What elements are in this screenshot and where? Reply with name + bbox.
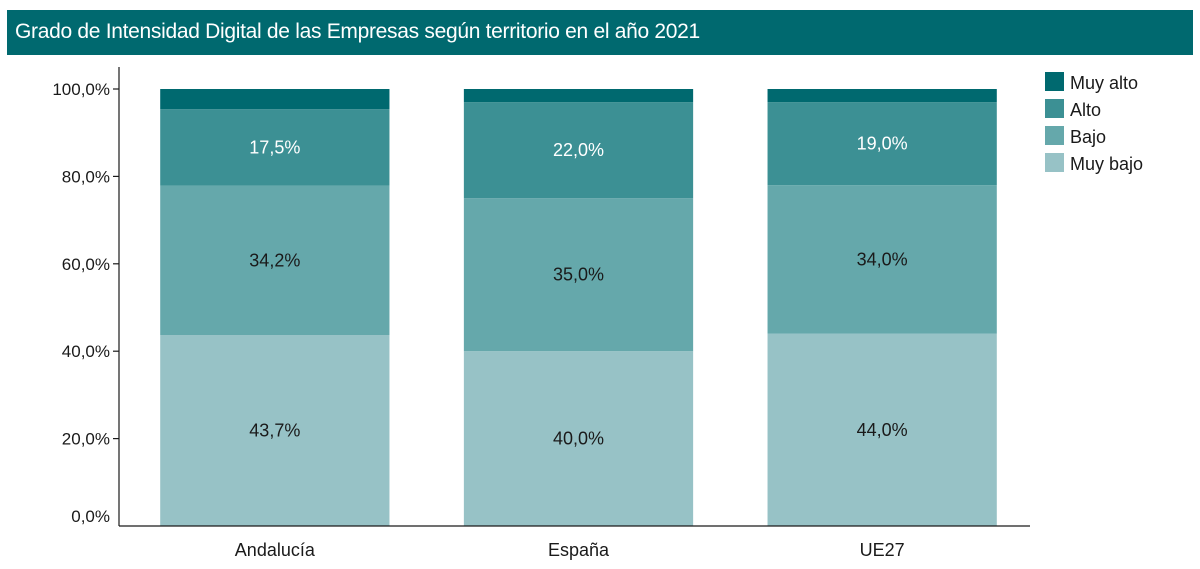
data-label: 34,0% [857,249,908,269]
legend: Muy alto Alto Bajo Muy bajo [1045,72,1143,174]
legend-label: Muy alto [1070,73,1138,93]
y-tick-label: 0,0% [71,507,110,526]
x-tick-label: España [548,540,610,560]
bar-segment-alto [767,102,997,186]
legend-label: Bajo [1070,127,1106,147]
data-label: 44,0% [857,420,908,440]
y-tick-label: 40,0% [62,342,110,361]
legend-label: Muy bajo [1070,154,1143,174]
chart-title-bar: Grado de Intensidad Digital de las Empre… [7,10,1193,55]
data-label: 17,5% [249,137,300,157]
bar-segment-bajo [767,185,997,334]
data-label: 34,2% [249,250,300,270]
bar-segment-muy-bajo [160,335,390,526]
legend-swatch [1045,99,1064,118]
bar-segment-muy-alto [767,89,997,103]
legend-swatch [1045,72,1064,91]
data-label: 43,7% [249,421,300,441]
data-label: 40,0% [553,429,604,449]
data-label: 35,0% [553,265,604,285]
y-tick-label: 80,0% [62,167,110,186]
bar-segment-muy-bajo [767,333,997,526]
bar-segment-muy-alto [463,89,694,103]
legend-label: Alto [1070,100,1101,120]
y-tick-label: 20,0% [62,430,110,449]
x-tick-label: Andalucía [235,540,316,560]
axes-group: Andalucía España UE27 0,0% 20,0% 40,0% 60,0% 80… [52,67,1030,560]
bar-segment-bajo [160,185,390,336]
legend-swatch [1045,126,1064,145]
y-tick-label: 60,0% [62,255,110,274]
chart-title: Grado de Intensidad Digital de las Empre… [15,20,700,43]
data-label: 22,0% [553,140,604,160]
y-tick-label: 100,0% [52,80,110,99]
bar-segment-alto [160,109,390,186]
bar-segment-muy-alto [160,89,390,110]
x-tick-label: UE27 [860,540,905,560]
bars-group: 43,7% 34,2% 17,5% 40,0% 35,0% 22,0% 44,0% 34,0%… [160,89,997,526]
bar-segment-alto [463,102,694,199]
bar-segment-bajo [463,198,694,352]
data-label: 19,0% [857,134,908,154]
bar-segment-muy-bajo [463,351,694,526]
legend-swatch [1045,153,1064,172]
